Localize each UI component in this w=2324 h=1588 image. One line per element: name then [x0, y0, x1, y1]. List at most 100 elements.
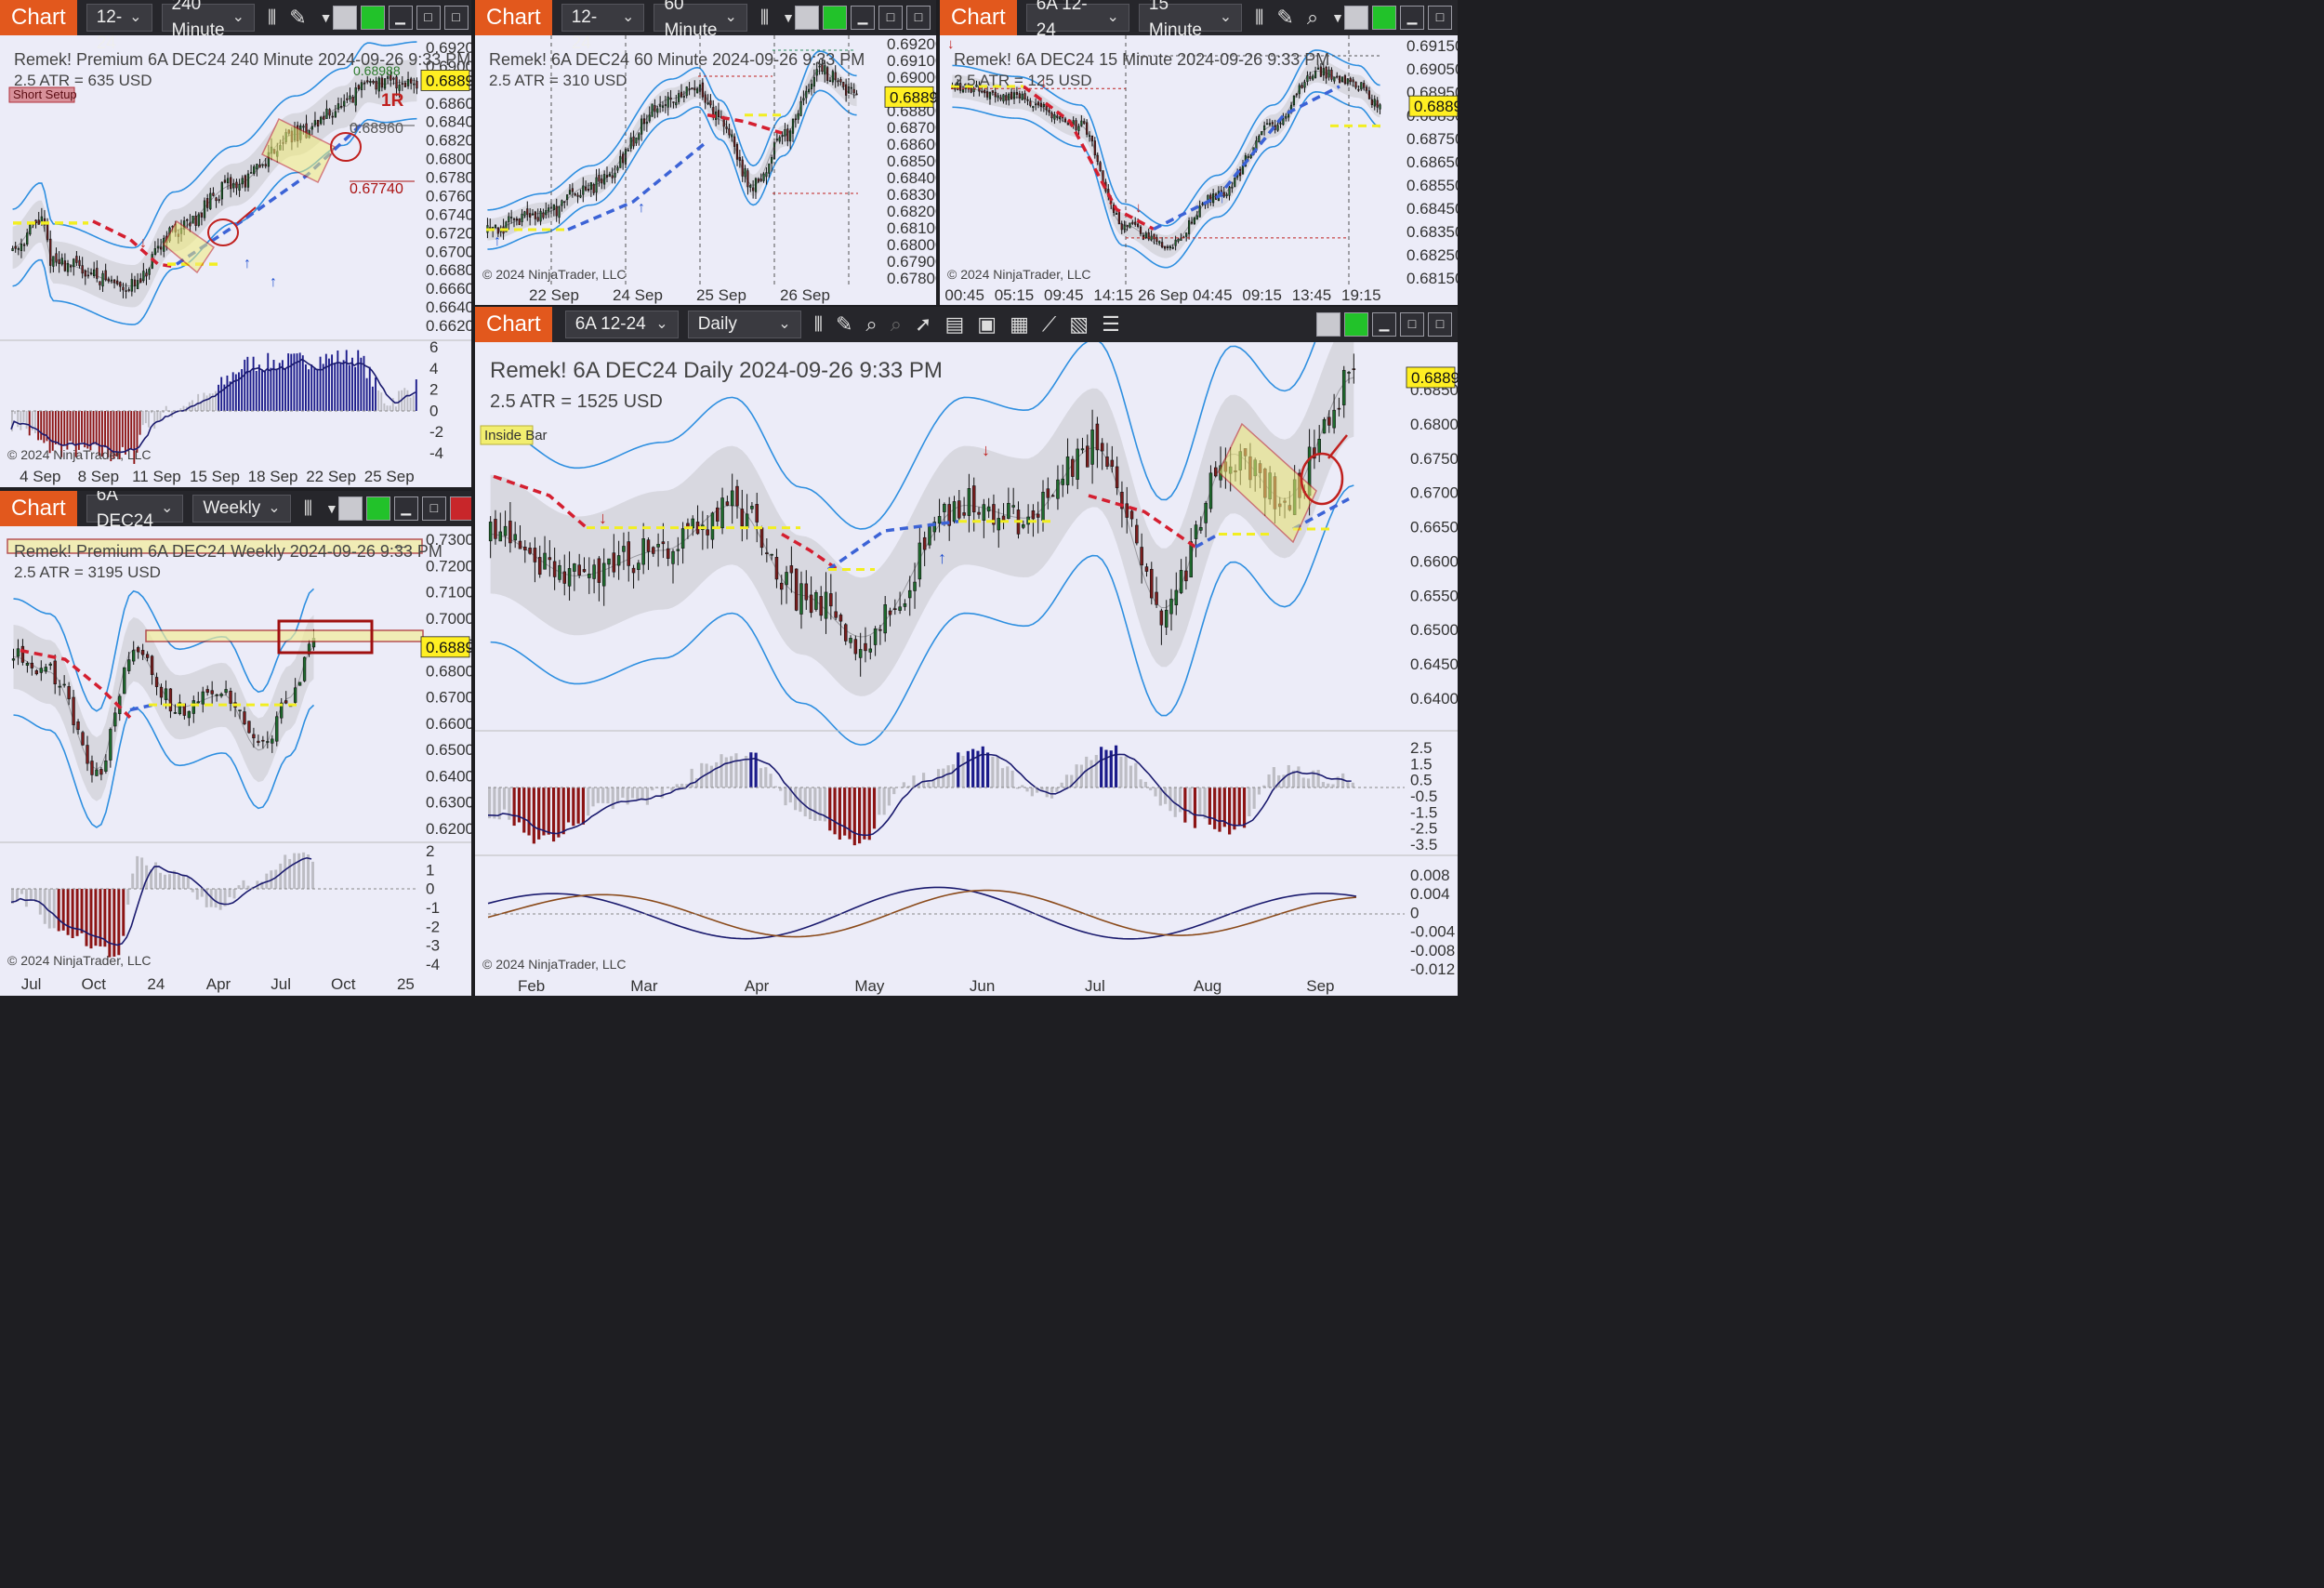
drawing-tools-icon[interactable]: ✎	[1276, 6, 1294, 29]
candle-body	[1169, 245, 1171, 249]
drawing-tools-icon[interactable]: ✎	[289, 6, 307, 29]
zoom-out-icon[interactable]: ⌕	[890, 312, 903, 336]
candle-body	[970, 87, 972, 93]
candle-body	[1301, 85, 1303, 88]
minimize-button[interactable]: ▁	[388, 6, 413, 30]
maximize-button[interactable]: □	[416, 6, 441, 30]
candle-body	[725, 501, 730, 506]
chart-tab[interactable]: Chart	[0, 491, 77, 526]
candle-body	[735, 485, 739, 507]
minimize-button[interactable]: ▁	[1372, 312, 1396, 337]
candle-body	[631, 567, 636, 574]
link-green-button[interactable]	[823, 6, 847, 30]
tab-gray-button[interactable]	[332, 6, 357, 30]
bar-type-icon[interactable]: ⫴	[759, 6, 770, 29]
minimize-button[interactable]: ▁	[393, 496, 418, 521]
instrument-select[interactable]: 6A 12-24 ⌄	[86, 0, 152, 53]
pointer-icon[interactable]: ➚	[915, 312, 932, 336]
tab-gray-button[interactable]	[1344, 6, 1368, 30]
candle-body	[173, 712, 178, 714]
candle-body	[46, 221, 49, 241]
instrument-select[interactable]: 6A 12-24 ⌄	[561, 0, 645, 53]
chart-canvas-240[interactable]: 0.692000.690000.688000.686000.684000.682…	[0, 35, 471, 487]
tab-gray-button[interactable]	[795, 6, 819, 30]
link-green-button[interactable]	[360, 6, 385, 30]
osc-histogram-bar	[162, 411, 165, 413]
candle-body	[1008, 93, 1010, 100]
dropdown-arrow-icon[interactable]: ▼	[324, 501, 338, 516]
x-axis-label: Aug	[1194, 977, 1221, 995]
maximize-button[interactable]: □	[1400, 312, 1424, 337]
osc-histogram-bar	[626, 787, 629, 805]
minimize-button[interactable]: ▁	[1400, 6, 1424, 30]
dropdown-arrow-icon[interactable]: ▼	[319, 10, 333, 25]
interval-select[interactable]: Daily ⌄	[687, 311, 801, 338]
candle-body	[1080, 120, 1083, 126]
bar-type-icon[interactable]: ⫴	[303, 496, 312, 520]
maximize-button[interactable]: □	[1428, 6, 1452, 30]
candle-body	[627, 541, 631, 566]
dropdown-arrow-icon[interactable]: ▼	[782, 10, 795, 25]
interval-select[interactable]: Weekly ⌄	[192, 495, 291, 523]
chart-canvas-daily[interactable]: 0.685000.680000.675000.670000.665000.660…	[475, 342, 1458, 996]
drawing-tools-icon[interactable]: ✎	[835, 312, 853, 336]
chart-tab[interactable]: Chart	[940, 0, 1017, 35]
instrument-select[interactable]: 6A DEC24 ⌄	[86, 491, 184, 531]
close-button[interactable]	[449, 496, 471, 521]
candle-body	[215, 197, 218, 202]
osc-axis-label: 0	[429, 402, 438, 419]
osc-axis-label: -4	[429, 444, 443, 462]
chart-canvas-60[interactable]: 0.692000.691000.690000.689000.688000.687…	[475, 35, 936, 305]
instrument-select[interactable]: 6A 12-24 ⌄	[1025, 0, 1129, 40]
tab-gray-button[interactable]	[1316, 312, 1340, 337]
properties-icon[interactable]: ▣	[977, 312, 997, 336]
chart-canvas-weekly[interactable]: 0.730000.720000.710000.700000.690000.680…	[0, 526, 471, 996]
chart-tab[interactable]: Chart	[475, 307, 552, 342]
osc-histogram-bar	[724, 757, 728, 787]
candle-body	[1115, 213, 1118, 215]
keltner-shade	[490, 342, 1354, 696]
dropdown-arrow-icon[interactable]: ▼	[1331, 10, 1344, 25]
instrument-select[interactable]: 6A 12-24 ⌄	[564, 311, 679, 338]
bar-type-icon[interactable]: ⫴	[267, 6, 277, 29]
interval-select[interactable]: 240 Minute ⌄	[161, 0, 255, 40]
candle-body	[508, 216, 510, 222]
candle-body	[1135, 524, 1139, 544]
templates-icon[interactable]: ▧	[1069, 312, 1089, 336]
link-green-button[interactable]	[1372, 6, 1396, 30]
maximize-button[interactable]: □	[878, 6, 903, 30]
interval-value: Weekly	[203, 498, 261, 518]
left-arrow-icon: ←	[390, 532, 411, 555]
chart-canvas-15[interactable]: 0.691500.690500.689500.688500.687500.686…	[940, 35, 1458, 305]
osc-histogram-bar	[159, 411, 162, 421]
maximize-button[interactable]: □	[421, 496, 446, 521]
candle-body	[864, 642, 867, 652]
bar-type-icon[interactable]: ⫴	[1255, 6, 1264, 29]
candle-body	[676, 549, 680, 551]
zoom-in-icon[interactable]: ⌕	[865, 312, 878, 336]
close-button[interactable]: □	[1428, 312, 1452, 337]
zoom-icon[interactable]: ⌕	[1306, 6, 1319, 29]
candle-body	[582, 185, 585, 195]
close-button[interactable]: □	[443, 6, 469, 30]
strategies-icon[interactable]: ⟋	[1041, 312, 1057, 336]
bar-type-icon[interactable]: ⫴	[813, 312, 823, 336]
interval-select[interactable]: 60 Minute ⌄	[654, 0, 747, 40]
candle-body	[656, 544, 660, 548]
minimize-button[interactable]: ▁	[851, 6, 875, 30]
link-green-button[interactable]	[365, 496, 390, 521]
chart-tab[interactable]: Chart	[475, 0, 552, 35]
link-green-button[interactable]	[1344, 312, 1368, 337]
data-box-icon[interactable]: ▤	[944, 312, 965, 336]
indicators-icon[interactable]: ▦	[1010, 312, 1029, 336]
interval-select[interactable]: 15 Minute ⌄	[1138, 0, 1243, 40]
list-icon[interactable]: ☰	[1102, 312, 1120, 336]
close-button[interactable]: □	[906, 6, 931, 30]
tab-gray-button[interactable]	[337, 496, 363, 521]
candle-body	[839, 79, 842, 83]
chart-tab[interactable]: Chart	[0, 0, 77, 35]
